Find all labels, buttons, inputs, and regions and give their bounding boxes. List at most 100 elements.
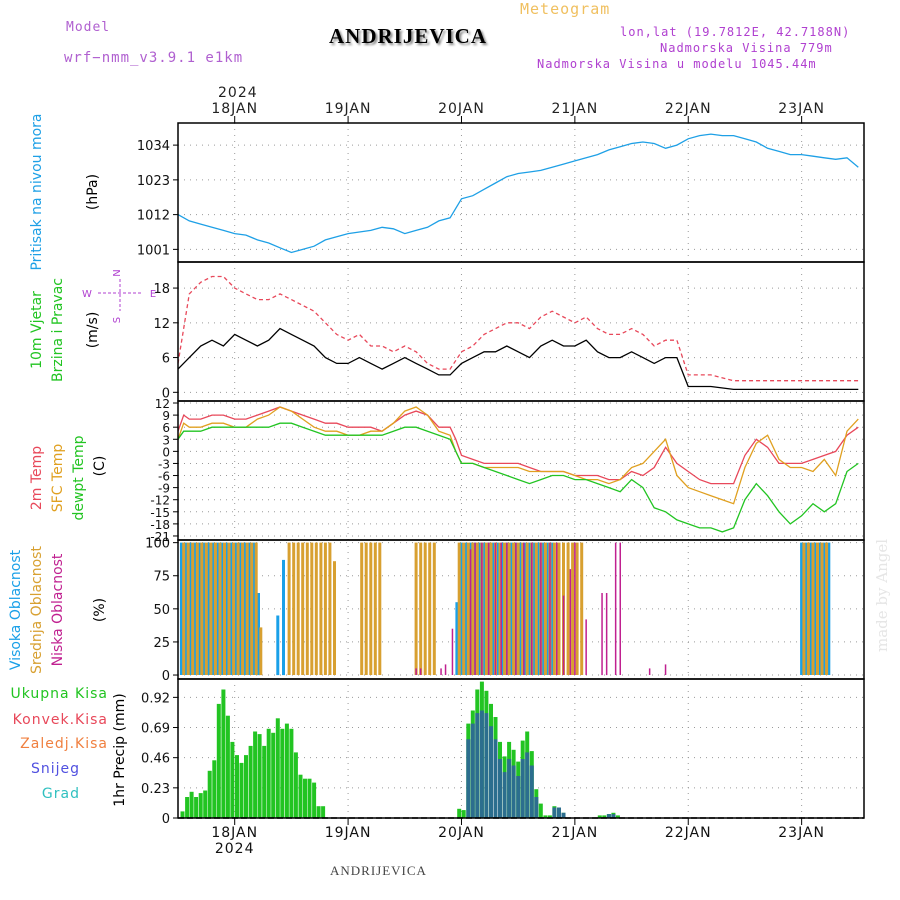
ylabel-wind-2: Brzina i Pravac	[50, 278, 66, 382]
bar-srednja-oblacnost	[507, 542, 511, 675]
bar-ukupna-kisa	[280, 728, 285, 818]
bar-snijeg	[475, 713, 480, 818]
bar-srednja-oblacnost	[462, 542, 466, 675]
bar-srednja-oblacnost	[227, 542, 231, 675]
bar-ukupna-kisa	[284, 723, 289, 818]
bar-ukupna-kisa	[225, 715, 230, 818]
bar-ukupna-kisa	[316, 806, 321, 818]
bar-srednja-oblacnost	[457, 542, 461, 675]
bar-visoka-oblacnost	[500, 542, 504, 675]
bar-ukupna-kisa	[203, 790, 208, 818]
date-label-top: 20JAN	[438, 101, 485, 117]
bar-srednja-oblacnost	[369, 542, 373, 675]
bar-srednja-oblacnost	[521, 542, 525, 675]
y-tick-label: 0.69	[141, 722, 170, 737]
date-label-top: 18JAN	[211, 101, 258, 117]
bar-snijeg	[534, 797, 539, 818]
bar-srednja-oblacnost	[245, 542, 249, 675]
bar-visoka-oblacnost	[822, 542, 826, 675]
bar-srednja-oblacnost	[182, 542, 186, 675]
bar-srednja-oblacnost	[471, 542, 475, 675]
bar-niska-oblacnost	[648, 668, 651, 675]
bar-ukupna-kisa	[194, 797, 199, 818]
bar-srednja-oblacnost	[512, 542, 516, 675]
y-tick-label: 0.92	[141, 691, 170, 706]
y-tick-label: -3	[158, 457, 170, 471]
y-tick-label: 1034	[137, 139, 170, 154]
panel-frame	[177, 261, 865, 402]
bar-niska-oblacnost	[515, 542, 517, 675]
bar-niska-oblacnost	[569, 569, 572, 675]
bar-visoka-oblacnost	[238, 542, 242, 675]
bar-visoka-oblacnost	[257, 593, 260, 676]
bar-srednja-oblacnost	[503, 542, 507, 675]
bar-srednja-oblacnost	[213, 542, 217, 675]
y-tick-label: 0.23	[141, 782, 170, 797]
bar-visoka-oblacnost	[537, 542, 541, 675]
y-tick-label: -18	[150, 518, 170, 532]
y-tick-label: 0	[162, 812, 170, 827]
date-label-bottom: 23JAN	[778, 825, 825, 841]
bar-srednja-oblacnost	[489, 542, 493, 675]
bar-ukupna-kisa	[602, 815, 607, 818]
y-tick-label: 25	[153, 636, 170, 651]
bar-srednja-oblacnost	[571, 542, 575, 675]
y-tick-label: 1023	[137, 174, 170, 189]
bar-srednja-oblacnost	[328, 542, 332, 675]
bar-srednja-oblacnost	[319, 542, 323, 675]
model-label: Model	[66, 20, 111, 35]
bar-visoka-oblacnost	[276, 615, 280, 676]
date-label-top: 19JAN	[325, 101, 372, 117]
compass-e: E	[150, 289, 156, 300]
bar-niska-oblacnost	[451, 628, 454, 675]
bar-visoka-oblacnost	[827, 542, 831, 675]
bar-srednja-oblacnost	[310, 542, 314, 675]
bar-srednja-oblacnost	[552, 542, 556, 675]
bar-niska-oblacnost	[605, 593, 608, 676]
bar-srednja-oblacnost	[802, 542, 806, 675]
bar-visoka-oblacnost	[184, 542, 188, 675]
bar-ukupna-kisa	[615, 815, 620, 818]
bar-srednja-oblacnost	[364, 542, 368, 675]
date-label-bottom: 22JAN	[665, 825, 712, 841]
bar-snijeg	[470, 723, 475, 818]
panel-frame	[177, 400, 865, 541]
bar-srednja-oblacnost	[825, 542, 829, 675]
bar-visoka-oblacnost	[193, 542, 197, 675]
bar-snijeg	[520, 759, 525, 818]
model-name: wrf−nmm_v3.9.1 e1km	[64, 50, 244, 66]
model-altitude-label: Nadmorska Visina u modelu 1045.44m	[537, 57, 817, 71]
bar-srednja-oblacnost	[816, 542, 819, 675]
ylabel-temp-sfc: SFC Temp	[50, 444, 66, 513]
footer-title: ANDRIJEVICA	[330, 863, 427, 878]
bar-srednja-oblacnost	[432, 542, 436, 675]
bar-niska-oblacnost	[540, 542, 542, 675]
bar-srednja-oblacnost	[466, 542, 470, 675]
legend-snijeg: Snijeg	[30, 761, 80, 777]
bar-visoka-oblacnost	[818, 542, 822, 675]
bar-niska-oblacnost	[601, 593, 603, 676]
panel-frame	[177, 678, 865, 819]
bar-srednja-oblacnost	[575, 542, 579, 675]
bar-visoka-oblacnost	[207, 542, 211, 675]
y-tick-label: 0	[162, 386, 170, 401]
y-tick-label: 12	[153, 317, 170, 332]
bar-srednja-oblacnost	[209, 542, 213, 675]
bar-niska-oblacnost	[494, 542, 497, 675]
bar-srednja-oblacnost	[232, 542, 236, 675]
bar-visoka-oblacnost	[247, 542, 251, 675]
bar-ukupna-kisa	[198, 793, 203, 818]
bar-ukupna-kisa	[547, 815, 552, 818]
ylabel-pressure-unit: (hPa)	[85, 174, 101, 210]
bar-srednja-oblacnost	[301, 542, 305, 675]
bar-srednja-oblacnost	[287, 542, 291, 675]
bar-srednja-oblacnost	[314, 542, 318, 675]
y-tick-label: 0.46	[141, 752, 170, 767]
series-line-speed	[177, 327, 859, 391]
y-tick-label: 100	[145, 537, 170, 552]
bar-visoka-oblacnost	[198, 542, 201, 675]
bar-ukupna-kisa	[262, 745, 267, 818]
bar-ukupna-kisa	[244, 755, 248, 818]
bar-srednja-oblacnost	[241, 542, 245, 675]
bar-snijeg	[529, 765, 534, 818]
